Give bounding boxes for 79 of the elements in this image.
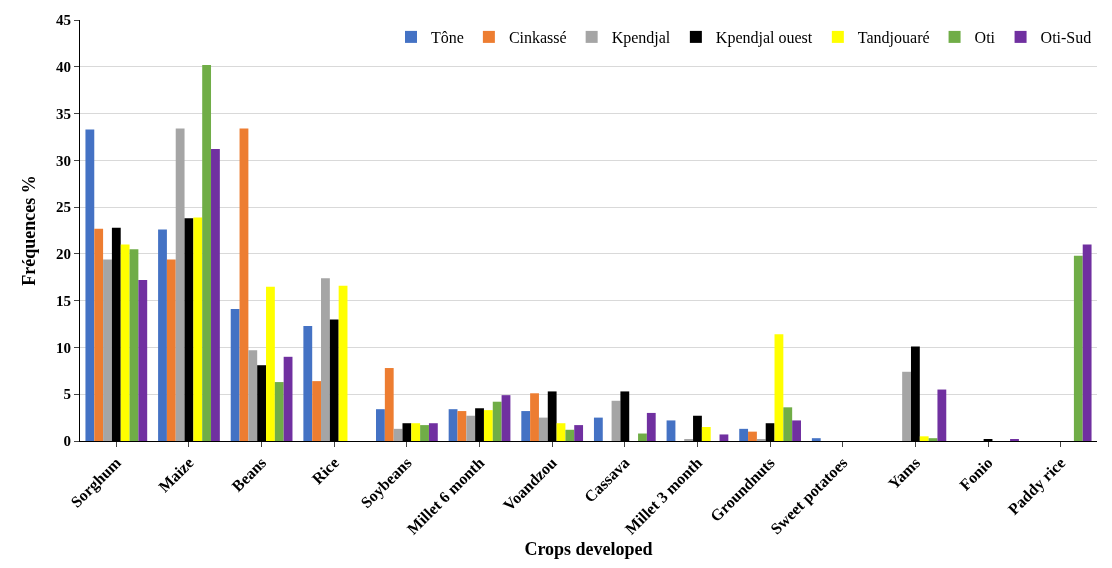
- bar: [538, 417, 548, 441]
- y-tick-label: 0: [63, 433, 71, 450]
- bar: [492, 401, 502, 441]
- bar: [928, 438, 938, 441]
- bar: [239, 128, 249, 441]
- bar: [211, 149, 220, 441]
- bar: [501, 395, 511, 441]
- bar: [1082, 244, 1092, 441]
- bar: [521, 411, 531, 441]
- legend-label: Kpendjal ouest: [715, 29, 813, 48]
- legend-label: Oti-Sud: [1040, 29, 1092, 47]
- x-tick-label: Rice: [308, 453, 343, 488]
- y-tick-label: 20: [56, 246, 71, 263]
- bar: [574, 425, 584, 441]
- bar: [248, 350, 258, 441]
- bar: [303, 325, 313, 441]
- bar: [937, 389, 947, 441]
- bar: [428, 423, 438, 441]
- bar: [457, 411, 467, 441]
- bar: [384, 368, 394, 441]
- bar: [230, 309, 240, 441]
- bar: [193, 217, 203, 441]
- bar: [902, 371, 911, 441]
- legend-label: Tandjouaré: [857, 29, 930, 48]
- bar: [376, 409, 385, 441]
- bar: [411, 423, 421, 441]
- bar: [919, 436, 929, 441]
- bar: [739, 428, 749, 441]
- bar: [611, 400, 621, 441]
- bar: [792, 420, 801, 441]
- y-tick-label: 25: [56, 199, 71, 216]
- bar: [556, 423, 566, 441]
- bar: [138, 280, 148, 441]
- bar: [701, 426, 711, 441]
- y-tick-label: 10: [56, 339, 71, 356]
- bar: [166, 259, 176, 441]
- y-tick-label: 15: [56, 292, 71, 309]
- y-tick-label: 30: [56, 152, 71, 169]
- bar: [1073, 255, 1083, 441]
- y-axis-title: Fréquences %: [19, 175, 40, 286]
- bar: [266, 286, 275, 441]
- bar: [774, 334, 784, 441]
- bar: [175, 128, 185, 441]
- y-tick-label: 5: [63, 386, 71, 403]
- bar: [202, 64, 212, 441]
- bar: [448, 409, 458, 441]
- bar: [274, 382, 284, 441]
- bar: [748, 431, 757, 441]
- legend-label: Oti: [974, 29, 996, 47]
- bar: [129, 249, 139, 441]
- bar: [94, 228, 104, 441]
- bar: [283, 356, 293, 441]
- bar: [565, 429, 575, 441]
- y-tick-label: 40: [56, 59, 71, 76]
- y-tick-label: 45: [56, 12, 71, 29]
- bar: [420, 425, 429, 441]
- bar: [85, 129, 95, 441]
- bar: [666, 420, 676, 441]
- bar: [646, 412, 656, 441]
- legend-label: Kpendjal: [611, 29, 671, 48]
- bar: [530, 393, 539, 441]
- bar: [103, 259, 112, 441]
- bar: [312, 381, 322, 441]
- bar: [158, 229, 167, 441]
- bar: [783, 407, 793, 441]
- bar: [811, 438, 821, 441]
- bar: [321, 278, 330, 441]
- y-tick-label: 35: [56, 105, 71, 122]
- legend-label: Tône: [431, 29, 464, 47]
- bar: [483, 410, 493, 441]
- legend-label: Cinkassé: [508, 29, 567, 47]
- bar: [393, 428, 403, 441]
- x-axis-title: Crops developed: [524, 539, 653, 560]
- bar: [120, 244, 130, 441]
- bar: [338, 285, 348, 441]
- bar: [466, 415, 476, 441]
- bar: [638, 433, 647, 441]
- bar: [719, 434, 729, 441]
- bar: [593, 417, 603, 441]
